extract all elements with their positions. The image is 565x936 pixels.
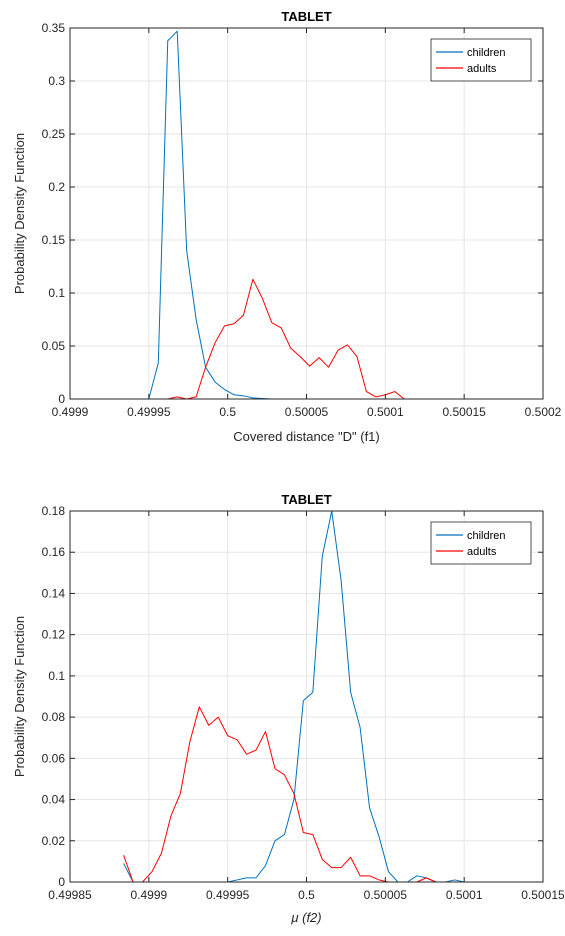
y-tick-label: 0.08 — [42, 710, 66, 724]
x-tick-label: 0.4999 — [130, 888, 167, 902]
chart-title-2: TABLET — [281, 492, 331, 507]
legend-label-children-2: children — [467, 530, 506, 542]
x-tick-label: 0.49985 — [48, 888, 92, 902]
y-tick-label: 0.12 — [42, 628, 66, 642]
x-tick-label: 0.50005 — [285, 405, 329, 419]
legend-1: children adults — [430, 38, 532, 82]
x-tick-label: 0.50015 — [521, 888, 565, 902]
ticks-2: 0.49985 0.4999 0.49995 0.5 0.50005 0.5001 0.50… — [42, 504, 565, 902]
y-tick-label: 0.15 — [42, 233, 66, 247]
y-tick-label: 0 — [58, 392, 65, 406]
y-tick-label: 0.1 — [48, 286, 65, 300]
x-tick-label: 0.5001 — [367, 405, 404, 419]
ticks-1: 0.4999 0.49995 0.5 0.50005 0.5001 0.50015 0.50… — [42, 21, 562, 419]
y-tick-label: 0.18 — [42, 504, 66, 518]
y-tick-label: 0.1 — [48, 669, 65, 683]
y-axis-label-2: Probability Density Function — [12, 616, 27, 777]
y-tick-label: 0.16 — [42, 545, 66, 559]
legend-label-adults-1: adults — [467, 63, 497, 75]
x-tick-label: 0.5001 — [446, 888, 483, 902]
x-tick-label: 0.50015 — [442, 405, 486, 419]
y-tick-label: 0 — [58, 875, 65, 889]
legend-2: children adults — [430, 521, 532, 565]
x-tick-label: 0.49995 — [206, 888, 250, 902]
x-tick-label: 0.5002 — [525, 405, 562, 419]
chart-1: 0.4999 0.49995 0.5 0.50005 0.5001 0.50015 0.50… — [12, 9, 562, 444]
y-tick-label: 0.3 — [48, 74, 65, 88]
legend-label-adults-2: adults — [467, 546, 497, 558]
x-tick-label: 0.50005 — [364, 888, 408, 902]
legend-label-children-1: children — [467, 47, 506, 59]
chart-title-1: TABLET — [281, 9, 331, 24]
y-tick-label: 0.02 — [42, 834, 66, 848]
y-tick-label: 0.2 — [48, 180, 65, 194]
legend-box-1 — [430, 38, 532, 82]
y-tick-label: 0.04 — [42, 793, 66, 807]
x-axis-label-2: μ (f2) — [290, 910, 321, 925]
x-tick-label: 0.5 — [219, 405, 236, 419]
y-axis-label-1: Probability Density Function — [12, 133, 27, 294]
x-axis-label-1: Covered distance "D" (f1) — [233, 429, 380, 444]
chart-2: 0.49985 0.4999 0.49995 0.5 0.50005 0.5001 0.50… — [12, 492, 565, 925]
x-tick-label: 0.49995 — [127, 405, 171, 419]
legend-box-2 — [430, 521, 532, 565]
y-tick-label: 0.35 — [42, 21, 66, 35]
y-tick-label: 0.06 — [42, 751, 66, 765]
y-tick-label: 0.25 — [42, 127, 66, 141]
x-tick-label: 0.5 — [298, 888, 315, 902]
x-tick-label: 0.4999 — [52, 405, 89, 419]
y-tick-label: 0.14 — [42, 586, 66, 600]
y-tick-label: 0.05 — [42, 339, 66, 353]
